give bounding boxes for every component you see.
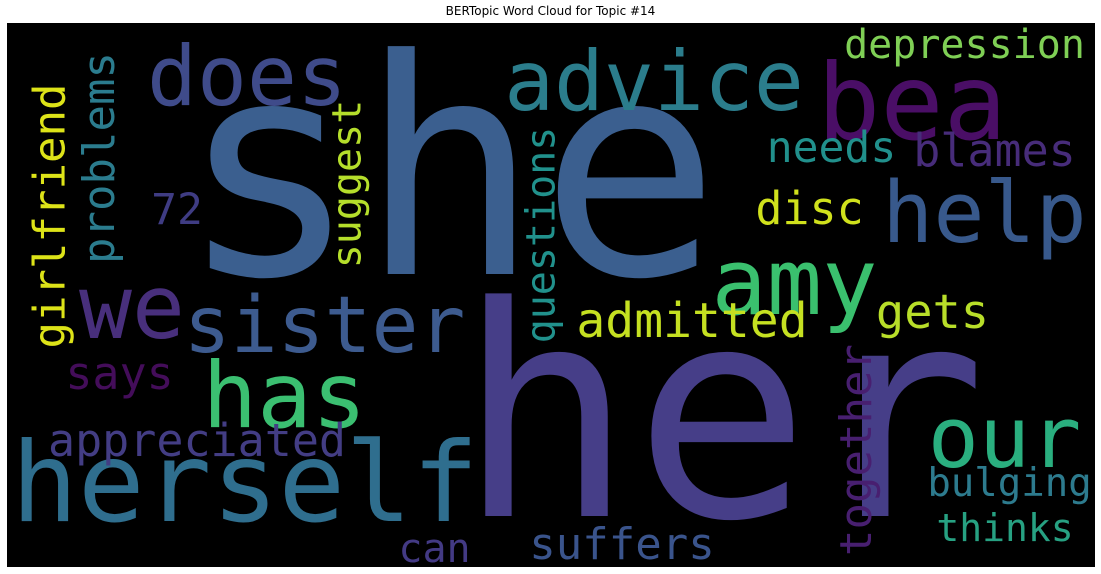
word-label: gets	[875, 285, 990, 340]
word-herself: herself	[10, 418, 480, 548]
word-admitted: admitted	[572, 293, 812, 348]
word-label: sister	[183, 280, 466, 371]
word-label: problems	[74, 52, 126, 264]
word-suggest: suggest	[324, 91, 371, 276]
word-thinks: thinks	[935, 503, 1075, 553]
word-does: does	[147, 31, 347, 121]
word-bea: bea	[812, 48, 1012, 158]
word-label: can	[398, 526, 471, 567]
word-blames: blames	[907, 123, 1082, 178]
word-label: 72	[151, 185, 203, 235]
word-label: depression	[844, 23, 1085, 68]
word-needs: needs	[759, 123, 904, 173]
word-label: amy	[711, 229, 878, 336]
word-says: says	[62, 348, 177, 398]
word-cloud-canvas: she her bea advice does help amy sister herself h…	[7, 23, 1095, 567]
word-gets: gets	[875, 285, 990, 340]
word-can: can	[387, 526, 482, 567]
word-label: blames	[913, 124, 1076, 177]
word-label: suggest	[324, 99, 371, 268]
word-problems: problems	[74, 43, 126, 273]
word-suffers: suffers	[522, 523, 722, 567]
word-disc: disc	[752, 181, 867, 236]
word-label: has	[202, 343, 367, 449]
word-label: does	[147, 27, 347, 125]
word-help: help	[882, 163, 1087, 263]
word-label: she	[178, 23, 721, 345]
word-label: our	[927, 388, 1082, 488]
word-girlfriend: girlfriend	[24, 63, 75, 368]
word-label: thinks	[936, 506, 1074, 550]
word-appreciated: appreciated	[37, 413, 357, 468]
chart-title: BERTopic Word Cloud for Topic #14	[445, 4, 656, 18]
word-label: suffers	[529, 519, 715, 567]
word-has: has	[202, 341, 367, 451]
word-bulging: bulging	[927, 458, 1092, 508]
word-amy: amy	[707, 228, 882, 338]
word-label: together	[831, 344, 883, 556]
word-label: questions	[518, 126, 565, 344]
word-label: bea	[817, 41, 1007, 164]
word-72: 72	[147, 188, 207, 233]
word-she: she	[177, 23, 722, 320]
word-label: we	[79, 256, 185, 359]
word-depression: depression	[842, 25, 1087, 65]
word-label: bulging	[927, 460, 1092, 506]
word-sister: sister	[182, 273, 467, 378]
word-label: needs	[766, 122, 897, 173]
word-label: advice	[504, 32, 804, 130]
word-label: herself	[11, 418, 479, 548]
word-label: appreciated	[47, 414, 346, 467]
word-label: admitted	[576, 292, 808, 349]
word-label: says	[65, 346, 174, 400]
word-we: we	[72, 263, 192, 353]
word-label: her	[457, 245, 987, 567]
word-questions: questions	[518, 115, 565, 355]
word-advice: advice	[504, 31, 804, 131]
word-label: help	[882, 163, 1087, 263]
word-label: disc	[755, 182, 864, 235]
word-her: her	[457, 268, 987, 563]
word-together: together	[831, 335, 883, 565]
word-our: our	[927, 383, 1082, 493]
word-label: girlfriend	[24, 83, 75, 348]
